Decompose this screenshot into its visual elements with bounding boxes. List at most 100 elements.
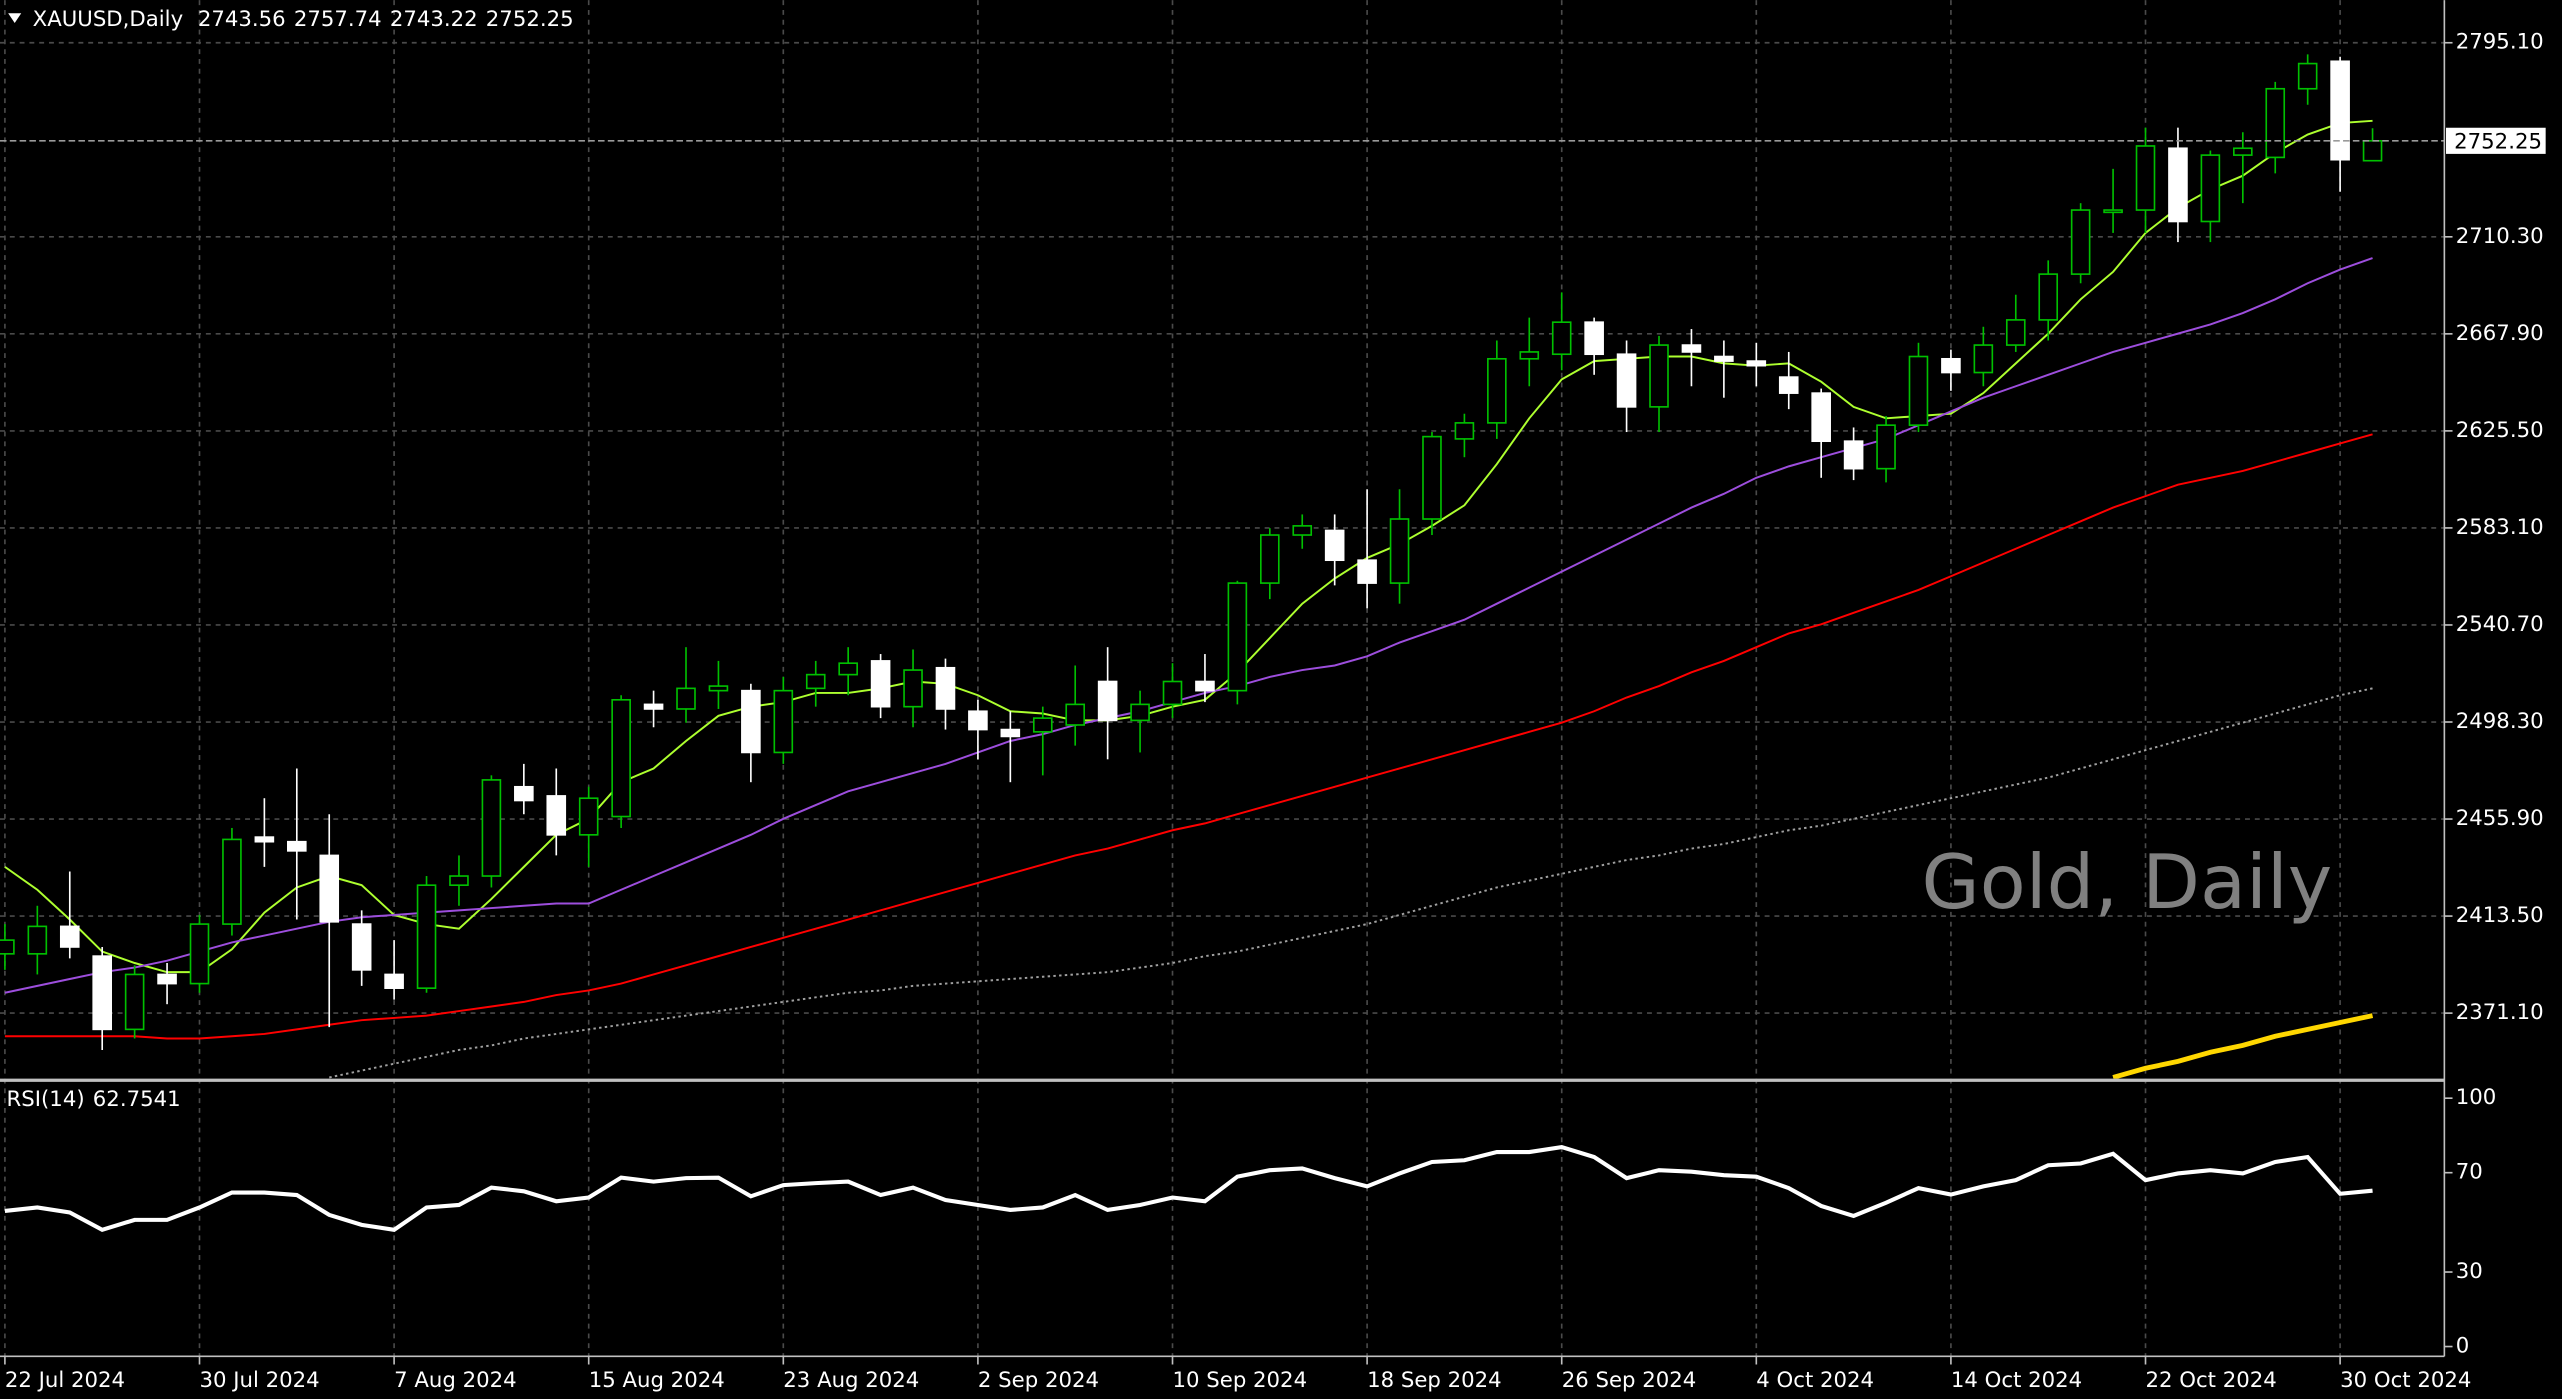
y-tick-label: 2710.30 bbox=[2456, 224, 2544, 249]
x-tick-label: 26 Sep 2024 bbox=[1562, 1368, 1697, 1393]
header: XAUUSD,Daily 2743.56 2757.74 2743.22 2752.25 bbox=[33, 7, 574, 32]
candle-body bbox=[157, 973, 177, 985]
rsi-value: 62.7541 bbox=[93, 1087, 181, 1112]
candle-body bbox=[1097, 680, 1118, 722]
grid-layer bbox=[0, 0, 2445, 1357]
candle-body bbox=[1389, 518, 1410, 584]
candle-body bbox=[1032, 717, 1053, 733]
candle-body bbox=[449, 875, 469, 887]
price-pane bbox=[0, 54, 2445, 1079]
candle-body bbox=[27, 925, 48, 955]
candle-body bbox=[1551, 321, 1572, 356]
candle-body bbox=[1519, 351, 1540, 360]
candle-body bbox=[1681, 344, 1702, 353]
candle-body bbox=[514, 785, 534, 802]
candle-body bbox=[189, 923, 210, 985]
last-price-label: 2752.25 bbox=[2454, 129, 2542, 154]
moving-average bbox=[4, 119, 2373, 974]
x-tick-label: 22 Jul 2024 bbox=[5, 1368, 125, 1393]
candle-body bbox=[2200, 154, 2221, 223]
moving-average bbox=[4, 433, 2373, 1040]
candle-body bbox=[935, 666, 956, 710]
candle-body bbox=[2168, 147, 2188, 223]
x-tick-label: 2 Sep 2024 bbox=[978, 1368, 1099, 1393]
open-value: 2743.56 bbox=[198, 7, 286, 32]
candle-body bbox=[1422, 435, 1442, 520]
candle-body bbox=[0, 939, 15, 955]
candle-body bbox=[384, 973, 404, 989]
candle-body bbox=[1876, 424, 1896, 470]
candle-body bbox=[1746, 360, 1767, 367]
x-tick-label: 4 Oct 2024 bbox=[1756, 1368, 1874, 1393]
candle-body bbox=[2233, 147, 2253, 156]
candle-body bbox=[578, 797, 599, 836]
candle-body bbox=[2005, 319, 2026, 346]
y-tick-label: 0 bbox=[2456, 1334, 2470, 1359]
candle-body bbox=[773, 689, 794, 754]
x-tick-label: 14 Oct 2024 bbox=[1951, 1368, 2082, 1393]
candle-body bbox=[1130, 703, 1150, 722]
candle-body bbox=[643, 703, 664, 710]
x-tick-label: 15 Aug 2024 bbox=[589, 1368, 725, 1393]
y-tick-label: 2540.70 bbox=[2456, 612, 2544, 637]
candle-body bbox=[1941, 357, 1961, 374]
candle-body bbox=[286, 840, 307, 852]
x-tick-label: 30 Oct 2024 bbox=[2340, 1368, 2471, 1393]
y-tick-label: 2625.50 bbox=[2456, 418, 2544, 443]
candle-body bbox=[838, 662, 858, 676]
candle-body bbox=[1324, 529, 1345, 562]
candle-body bbox=[92, 955, 113, 1031]
candle-body bbox=[1843, 440, 1864, 470]
y-tick-label: 2371.10 bbox=[2456, 1000, 2544, 1025]
candle-body bbox=[805, 673, 826, 690]
x-tick-label: 7 Aug 2024 bbox=[394, 1368, 517, 1393]
x-tick-label: 18 Sep 2024 bbox=[1367, 1368, 1502, 1393]
y-tick-label: 2583.10 bbox=[2456, 515, 2544, 540]
y-tick-label: 70 bbox=[2456, 1160, 2483, 1185]
candle-body bbox=[2362, 139, 2383, 162]
y-tick-label: 2795.10 bbox=[2456, 30, 2544, 55]
candle-body bbox=[2103, 209, 2123, 214]
y-tick-label: 100 bbox=[2456, 1085, 2497, 1110]
candle-body bbox=[2265, 87, 2286, 159]
last-price-box bbox=[2445, 127, 2546, 154]
candle-body bbox=[1973, 344, 1994, 374]
high-value: 2757.74 bbox=[294, 7, 382, 32]
candle-body bbox=[1778, 376, 1799, 394]
candle-body bbox=[1487, 357, 1507, 424]
collapse-icon[interactable] bbox=[8, 13, 22, 24]
candle-body bbox=[481, 779, 502, 877]
candle-body bbox=[741, 689, 761, 754]
candle-body bbox=[1227, 582, 1248, 692]
candle-body bbox=[1292, 525, 1313, 536]
y-tick-label: 2413.50 bbox=[2456, 903, 2544, 928]
rsi-pane bbox=[4, 1145, 2373, 1233]
candle-body bbox=[1616, 353, 1637, 408]
candle-body bbox=[319, 854, 340, 923]
candle-body bbox=[676, 687, 696, 710]
candle-body bbox=[2070, 209, 2091, 275]
candle-body bbox=[222, 838, 242, 925]
candle-body bbox=[1195, 680, 1215, 692]
candle-body bbox=[1908, 355, 1929, 426]
candle-body bbox=[1260, 534, 1280, 584]
candle-body bbox=[903, 669, 923, 708]
candle-body bbox=[59, 925, 80, 948]
candle-body bbox=[1584, 321, 1604, 356]
candle-body bbox=[416, 884, 437, 989]
y-tick-label: 2667.90 bbox=[2456, 321, 2544, 346]
candle-body bbox=[2330, 60, 2350, 161]
rsi-header: RSI(14) 62.7541 bbox=[7, 1087, 181, 1112]
candle-body bbox=[1065, 703, 1086, 726]
candle-body bbox=[1714, 355, 1734, 362]
rsi-line bbox=[4, 1145, 2373, 1233]
candle-body bbox=[2297, 62, 2318, 90]
y-tick-label: 2498.30 bbox=[2456, 709, 2544, 734]
candle-body bbox=[546, 795, 567, 836]
candle-body bbox=[1811, 392, 1831, 443]
candle-body bbox=[351, 923, 372, 971]
y-tick-label: 30 bbox=[2456, 1259, 2483, 1284]
close-value: 2752.25 bbox=[486, 7, 574, 32]
